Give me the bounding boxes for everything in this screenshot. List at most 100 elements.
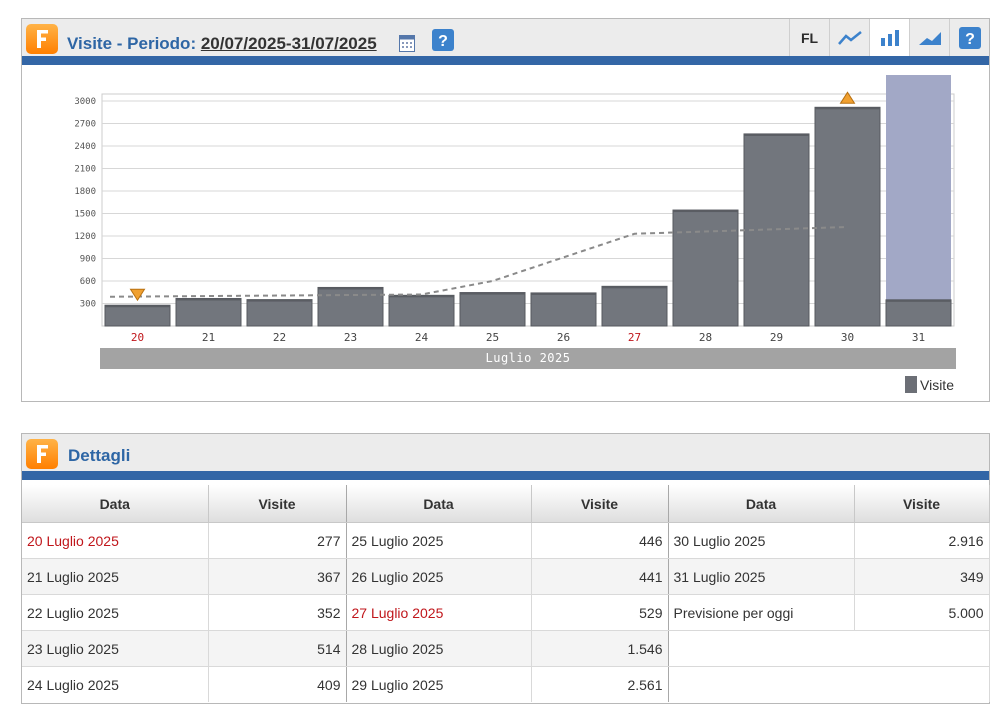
visits-cell: 277 xyxy=(208,522,347,559)
date-cell: 21 Luglio 2025 xyxy=(22,558,209,595)
date-cell: 23 Luglio 2025 xyxy=(22,630,209,667)
visits-cell: 5.000 xyxy=(854,594,990,631)
date-cell: 29 Luglio 2025 xyxy=(346,666,532,702)
bar xyxy=(104,304,171,327)
bar-top xyxy=(105,305,170,308)
month-label: Luglio 2025 xyxy=(486,351,571,365)
bar xyxy=(672,209,739,327)
trend-line xyxy=(109,226,848,298)
details-table: Data Visite Data Visite Data Visite 20 Luglio… xyxy=(22,485,990,702)
y-tick-label: 2400 xyxy=(74,142,96,152)
y-tick-label: 1800 xyxy=(74,187,96,197)
calendar-icon[interactable] xyxy=(399,34,415,57)
max-marker-icon xyxy=(839,91,856,104)
bar xyxy=(246,299,313,327)
bar xyxy=(388,294,455,327)
date-cell: 28 Luglio 2025 xyxy=(346,630,532,667)
month-band xyxy=(100,348,956,369)
visits-cell: 2.561 xyxy=(531,666,669,702)
bar xyxy=(530,292,597,327)
bar xyxy=(175,297,242,327)
header-divider xyxy=(22,471,989,480)
svg-text:?: ? xyxy=(438,33,448,50)
bar xyxy=(317,286,384,327)
line-chart-button[interactable] xyxy=(829,19,869,56)
visits-cell: 441 xyxy=(531,558,669,595)
empty-cell xyxy=(668,666,990,702)
column-header: Data xyxy=(668,485,855,523)
visits-chart-panel: Visite - Periodo: 20/07/2025-31/07/2025 … xyxy=(21,18,990,402)
date-cell: 30 Luglio 2025 xyxy=(668,522,855,559)
x-tick-label: 28 xyxy=(699,331,712,344)
fl-button[interactable]: FL xyxy=(789,19,829,56)
bar-top xyxy=(673,210,738,213)
y-tick-label: 2100 xyxy=(74,165,96,175)
bar-top xyxy=(602,286,667,289)
chart-title: Visite - Periodo: 20/07/2025-31/07/2025 xyxy=(67,34,377,54)
chart-help-button[interactable]: ? xyxy=(949,19,989,56)
table-row: 20 Luglio 2025 277 25 Luglio 2025 446 30 Lug… xyxy=(22,522,990,559)
table-row: 21 Luglio 2025 367 26 Luglio 2025 441 31 Lug… xyxy=(22,558,990,595)
area-chart-button[interactable] xyxy=(909,19,949,56)
help-icon[interactable]: ? xyxy=(432,29,454,56)
table-row: 24 Luglio 2025 409 29 Luglio 2025 2.561 xyxy=(22,666,990,702)
y-tick-label: 300 xyxy=(80,300,96,310)
bar xyxy=(814,106,881,327)
visits-cell: 514 xyxy=(208,630,347,667)
period-link[interactable]: 20/07/2025-31/07/2025 xyxy=(200,34,377,53)
x-tick-label: 23 xyxy=(344,331,357,344)
x-tick-label: 31 xyxy=(912,331,925,344)
date-cell: Previsione per oggi xyxy=(668,594,855,631)
app-logo-icon xyxy=(26,24,58,54)
x-tick-label: 25 xyxy=(486,331,499,344)
column-header: Visite xyxy=(531,485,669,523)
details-title: Dettagli xyxy=(68,446,131,465)
plot-area xyxy=(101,93,955,327)
y-tick-label: 1200 xyxy=(74,232,96,242)
svg-text:?: ? xyxy=(965,31,975,48)
date-cell: 22 Luglio 2025 xyxy=(22,594,209,631)
date-cell: 20 Luglio 2025 xyxy=(22,522,209,559)
line-chart-icon xyxy=(837,30,862,45)
column-header: Data xyxy=(346,485,532,523)
visits-cell: 529 xyxy=(531,594,669,631)
bar-top xyxy=(815,107,880,110)
chart-legend: Visite xyxy=(905,376,954,393)
chart-title-prefix: Visite - Periodo: xyxy=(67,34,201,53)
bar-chart-button[interactable] xyxy=(869,19,909,56)
chart-panel-header: Visite - Periodo: 20/07/2025-31/07/2025 … xyxy=(22,19,989,65)
x-tick-label: 27 xyxy=(628,331,641,344)
legend-swatch xyxy=(905,376,917,393)
column-header: Visite xyxy=(854,485,990,523)
x-tick-label: 22 xyxy=(273,331,286,344)
bar-top xyxy=(744,133,809,136)
x-tick-label: 29 xyxy=(770,331,783,344)
bar-top xyxy=(318,287,383,290)
visits-cell: 352 xyxy=(208,594,347,631)
y-tick-label: 1500 xyxy=(74,210,96,220)
empty-cell xyxy=(668,630,990,667)
x-tick-label: 21 xyxy=(202,331,215,344)
bar-top xyxy=(531,292,596,295)
column-header: Visite xyxy=(208,485,347,523)
visits-cell: 446 xyxy=(531,522,669,559)
y-tick-label: 600 xyxy=(80,277,96,287)
y-tick-label: 900 xyxy=(80,255,96,265)
bar-top xyxy=(247,299,312,302)
visits-cell: 1.546 xyxy=(531,630,669,667)
visits-cell: 409 xyxy=(208,666,347,702)
chart-toolbar: FL ? xyxy=(789,19,989,56)
bar-top xyxy=(389,295,454,298)
x-tick-label: 24 xyxy=(415,331,429,344)
column-header: Data xyxy=(22,485,209,523)
table-row: 23 Luglio 2025 514 28 Luglio 2025 1.546 xyxy=(22,630,990,667)
legend-label: Visite xyxy=(920,376,954,393)
app-logo-icon xyxy=(26,439,58,469)
y-tick-label: 3000 xyxy=(74,97,96,107)
visits-bar-chart: 300 600 900 1200 1500 1800 2100 2400 2700 3000 20 2… xyxy=(74,75,956,369)
date-cell: 24 Luglio 2025 xyxy=(22,666,209,702)
help-icon: ? xyxy=(958,26,981,49)
date-cell: 26 Luglio 2025 xyxy=(346,558,532,595)
date-cell: 31 Luglio 2025 xyxy=(668,558,855,595)
min-marker-icon xyxy=(129,288,146,302)
